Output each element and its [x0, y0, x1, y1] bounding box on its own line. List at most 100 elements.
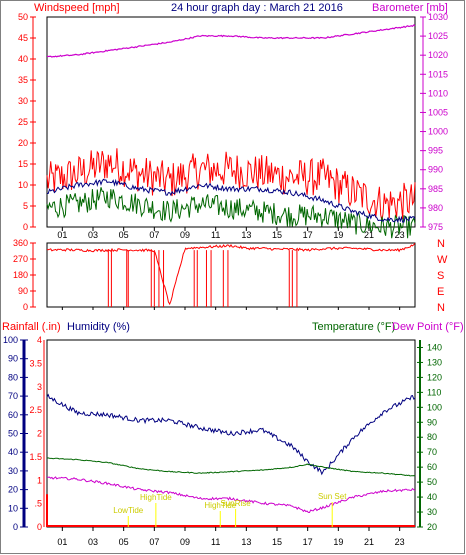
temperature-tick-label: 50 — [427, 477, 437, 487]
humidity-tick-label: 10 — [8, 503, 18, 513]
annotation-label: HighTide — [204, 501, 236, 510]
direction-tick-label: 180 — [13, 270, 28, 280]
barometer-tick-label: 1010 — [428, 88, 448, 98]
wind-series-line — [46, 187, 416, 239]
plot-border — [46, 242, 416, 308]
x-tick-label: 19 — [333, 537, 343, 547]
x-tick-label: 21 — [364, 230, 374, 240]
humidity-label: Humidity (%) — [67, 321, 130, 333]
windspeed-tick-label: 40 — [18, 54, 28, 64]
barometer-tick-label: 995 — [428, 146, 443, 156]
barometer-tick-label: 1005 — [428, 107, 448, 117]
x-tick-label: 23 — [395, 537, 405, 547]
windspeed-tick-label: 45 — [18, 33, 28, 43]
rainfall-label: Rainfall (.in) — [2, 321, 61, 333]
rainfall-tick-label: 1.5 — [29, 452, 42, 462]
direction-tick-label: 0 — [23, 302, 28, 312]
gust-series-line — [46, 148, 416, 221]
temperature-tick-label: 110 — [427, 387, 441, 397]
barometer-tick-label: 990 — [428, 165, 443, 175]
x-tick-label: 05 — [119, 230, 129, 240]
temperature-tick-label: 30 — [427, 507, 437, 517]
rainfall-tick-label: 0 — [37, 522, 42, 532]
rainfall-tick-label: 3 — [37, 382, 42, 392]
windspeed-tick-label: 5 — [23, 201, 28, 211]
x-tick-label: 05 — [119, 537, 129, 547]
windspeed-tick-label: 10 — [18, 180, 28, 190]
windspeed-label: Windspeed [mph] — [34, 2, 120, 14]
temperature-label: Temperature (°F) — [312, 321, 395, 333]
barometer-series-line — [46, 24, 416, 58]
x-tick-label: 23 — [395, 230, 405, 240]
barometer-tick-label: 975 — [428, 222, 443, 232]
compass-label: N — [437, 302, 445, 314]
temperature-tick-label: 90 — [427, 417, 437, 427]
compass-label: W — [437, 254, 448, 266]
barometer-tick-label: 1000 — [428, 127, 448, 137]
humidity-tick-label: 80 — [8, 372, 18, 382]
plot-border — [46, 16, 416, 228]
x-tick-label: 03 — [88, 230, 98, 240]
x-tick-label: 21 — [364, 537, 374, 547]
direction-tick-label: 360 — [13, 238, 28, 248]
windspeed-tick-label: 30 — [18, 96, 28, 106]
compass-label: S — [437, 270, 444, 282]
chart-title: 24 hour graph day : March 21 2016 — [171, 2, 343, 14]
humidity-series-line — [46, 393, 416, 476]
x-tick-label: 13 — [241, 537, 251, 547]
x-tick-label: 09 — [180, 537, 190, 547]
x-tick-label: 03 — [88, 537, 98, 547]
rainfall-tick-label: 2.5 — [29, 405, 42, 415]
barometer-tick-label: 1020 — [428, 50, 448, 60]
humidity-tick-label: 30 — [8, 466, 18, 476]
windspeed-tick-label: 35 — [18, 75, 28, 85]
barometer-label: Barometer [mb] — [372, 2, 448, 14]
humidity-tick-label: 50 — [8, 429, 18, 439]
barometer-tick-label: 985 — [428, 184, 443, 194]
annotation-label: Sun Set — [318, 492, 347, 501]
x-tick-label: 11 — [211, 537, 220, 547]
temperature-tick-label: 70 — [427, 447, 437, 457]
annotation-label: HighTide — [140, 493, 172, 502]
windspeed-tick-label: 20 — [18, 138, 28, 148]
rainfall-tick-label: 3.5 — [29, 358, 42, 368]
x-tick-label: 07 — [149, 537, 159, 547]
wind-direction-line — [46, 242, 416, 306]
humidity-tick-label: 40 — [8, 447, 18, 457]
average-wind-series-line — [47, 178, 416, 224]
rainfall-tick-label: 4 — [37, 335, 42, 345]
x-tick-label: 01 — [57, 537, 67, 547]
temperature-tick-label: 120 — [427, 372, 442, 382]
direction-tick-label: 270 — [13, 254, 28, 264]
temperature-tick-label: 80 — [427, 432, 437, 442]
humidity-tick-label: 60 — [8, 410, 18, 420]
x-tick-label: 11 — [211, 230, 220, 240]
temperature-tick-label: 20 — [427, 522, 437, 532]
humidity-tick-label: 70 — [8, 391, 18, 401]
rainfall-tick-label: 1 — [37, 475, 42, 485]
barometer-tick-label: 980 — [428, 203, 443, 213]
rainfall-tick-label: .5 — [34, 499, 42, 509]
temperature-tick-label: 40 — [427, 492, 437, 502]
humidity-tick-label: 20 — [8, 485, 18, 495]
windspeed-tick-label: 0 — [23, 222, 28, 232]
compass-label: N — [437, 238, 445, 250]
x-tick-label: 01 — [57, 230, 67, 240]
rainfall-line — [46, 494, 415, 527]
x-tick-label: 17 — [303, 230, 313, 240]
barometer-tick-label: 1015 — [428, 69, 448, 79]
windspeed-tick-label: 15 — [18, 159, 28, 169]
annotation-label: SunRise — [220, 499, 251, 508]
temperature-series-line — [46, 457, 416, 477]
x-tick-label: 19 — [333, 230, 343, 240]
humidity-tick-label: 0 — [13, 522, 18, 532]
dew-point-label: Dew Point (°F) — [392, 321, 464, 333]
windspeed-tick-label: 50 — [18, 12, 28, 22]
wind-barometer-panel: 0510152025303540455097598098599099510001… — [18, 12, 448, 240]
humidity-tick-label: 100 — [3, 335, 18, 345]
x-tick-label: 15 — [272, 537, 282, 547]
temperature-tick-label: 60 — [427, 462, 437, 472]
